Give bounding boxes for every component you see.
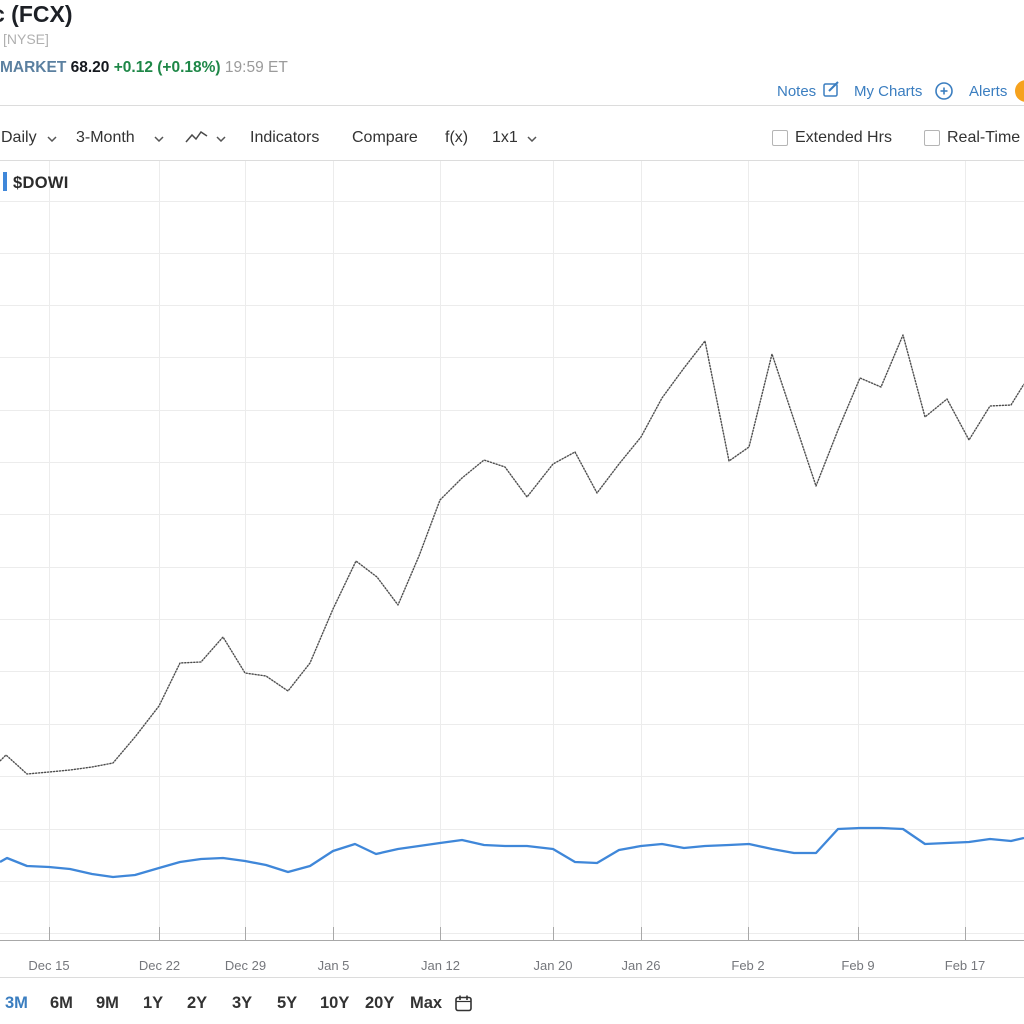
- svg-text:Dec 22: Dec 22: [139, 958, 180, 973]
- svg-text:Jan 20: Jan 20: [533, 958, 572, 973]
- svg-text:Feb 17: Feb 17: [945, 958, 985, 973]
- svg-text:Dec 15: Dec 15: [28, 958, 69, 973]
- svg-text:Dec 29: Dec 29: [225, 958, 266, 973]
- svg-text:Feb 2: Feb 2: [731, 958, 764, 973]
- svg-text:Feb 9: Feb 9: [841, 958, 874, 973]
- svg-text:Jan 5: Jan 5: [318, 958, 350, 973]
- svg-text:$DOWI: $DOWI: [13, 174, 69, 192]
- svg-text:Jan 12: Jan 12: [421, 958, 460, 973]
- svg-text:Jan 26: Jan 26: [621, 958, 660, 973]
